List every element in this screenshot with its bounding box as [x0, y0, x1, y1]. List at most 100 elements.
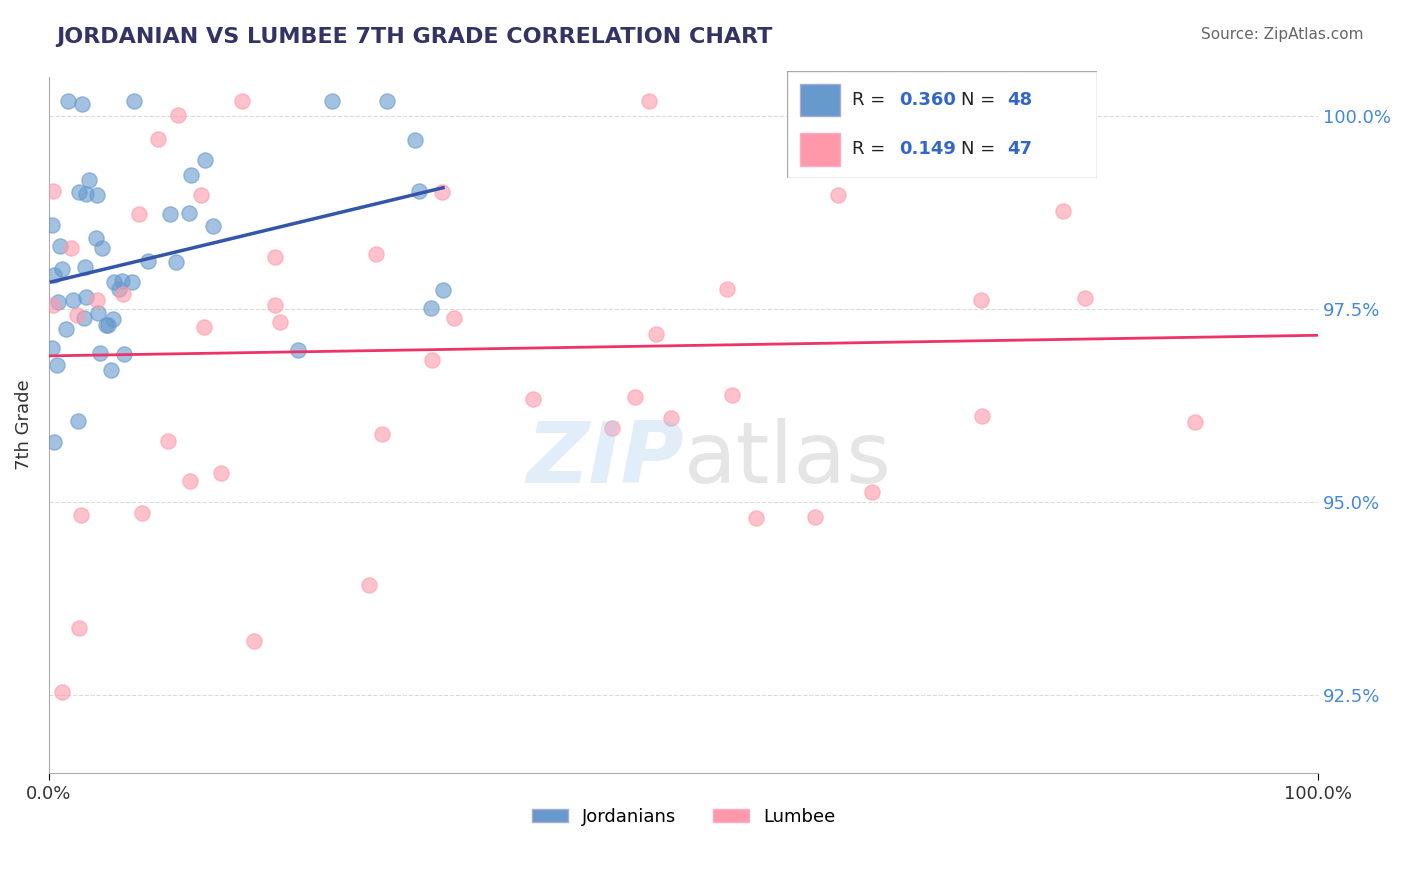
Point [75, 186, 97, 201]
Point [522, 392, 544, 406]
Point [716, 282, 738, 296]
Point [366, 247, 388, 261]
Point [84, 231, 107, 245]
Point [45, 358, 67, 372]
Point [264, 250, 287, 264]
Point [41, 342, 63, 356]
Text: 47: 47 [1007, 141, 1032, 159]
Text: 48: 48 [1007, 91, 1032, 109]
Point [87, 306, 110, 320]
Point [51, 261, 73, 276]
Point [371, 426, 394, 441]
Point [420, 301, 443, 316]
Point [165, 254, 187, 268]
Y-axis label: 7th Grade: 7th Grade [15, 380, 32, 470]
Point [430, 185, 453, 199]
Text: N =: N = [960, 141, 1001, 159]
Point [110, 274, 132, 288]
Point [51, 685, 73, 699]
Text: N =: N = [960, 91, 1001, 109]
Bar [800, 84, 839, 116]
Point [269, 315, 291, 329]
Point [432, 283, 454, 297]
Point [112, 287, 135, 301]
Point [157, 434, 180, 448]
Point [420, 352, 443, 367]
Point [62, 293, 84, 307]
Point [75, 260, 97, 274]
Point [243, 634, 266, 648]
Point [136, 253, 159, 268]
Point [70, 96, 93, 111]
Point [720, 388, 742, 402]
Point [600, 420, 623, 434]
Point [73, 311, 96, 326]
Point [91, 241, 114, 255]
Point [146, 131, 169, 145]
Point [644, 327, 666, 342]
Point [58, 94, 80, 108]
Point [166, 108, 188, 122]
Point [803, 510, 825, 524]
Point [70, 508, 93, 522]
Point [970, 409, 993, 423]
Point [190, 188, 212, 202]
Point [131, 506, 153, 520]
Point [408, 184, 430, 198]
Point [624, 391, 647, 405]
Point [179, 206, 201, 220]
Point [321, 94, 343, 108]
Point [287, 343, 309, 358]
Point [159, 207, 181, 221]
Point [66, 414, 89, 428]
Point [42, 268, 65, 282]
Point [41, 184, 63, 198]
Point [42, 298, 65, 312]
Point [101, 311, 124, 326]
Point [128, 207, 150, 221]
Point [112, 346, 135, 360]
Point [48, 295, 70, 310]
Point [41, 218, 63, 232]
Point [49, 239, 72, 253]
Point [827, 187, 849, 202]
Point [969, 293, 991, 307]
Point [67, 186, 90, 200]
Point [1184, 415, 1206, 429]
Point [1052, 203, 1074, 218]
Point [799, 136, 821, 151]
Point [263, 298, 285, 312]
Point [103, 275, 125, 289]
Point [179, 474, 201, 488]
Point [375, 94, 398, 108]
Point [89, 346, 111, 360]
Text: 0.360: 0.360 [898, 91, 956, 109]
Point [231, 94, 253, 108]
Point [404, 133, 426, 147]
Bar [800, 134, 839, 166]
Point [122, 94, 145, 108]
Point [443, 311, 465, 326]
Point [638, 94, 661, 108]
Point [359, 578, 381, 592]
Point [75, 290, 97, 304]
Point [42, 434, 65, 449]
Text: Source: ZipAtlas.com: Source: ZipAtlas.com [1201, 27, 1364, 42]
Point [121, 275, 143, 289]
Point [100, 363, 122, 377]
Point [745, 511, 768, 525]
Point [59, 241, 82, 255]
Text: R =: R = [852, 141, 891, 159]
Text: atlas: atlas [683, 418, 891, 501]
Point [860, 485, 883, 500]
Point [1074, 291, 1097, 305]
Point [66, 308, 89, 322]
Text: 0.149: 0.149 [898, 141, 956, 159]
Text: JORDANIAN VS LUMBEE 7TH GRADE CORRELATION CHART: JORDANIAN VS LUMBEE 7TH GRADE CORRELATIO… [56, 27, 773, 46]
Point [94, 318, 117, 332]
Point [97, 318, 120, 332]
Text: ZIP: ZIP [526, 418, 683, 501]
Point [67, 621, 90, 635]
Point [209, 467, 232, 481]
Point [55, 322, 77, 336]
